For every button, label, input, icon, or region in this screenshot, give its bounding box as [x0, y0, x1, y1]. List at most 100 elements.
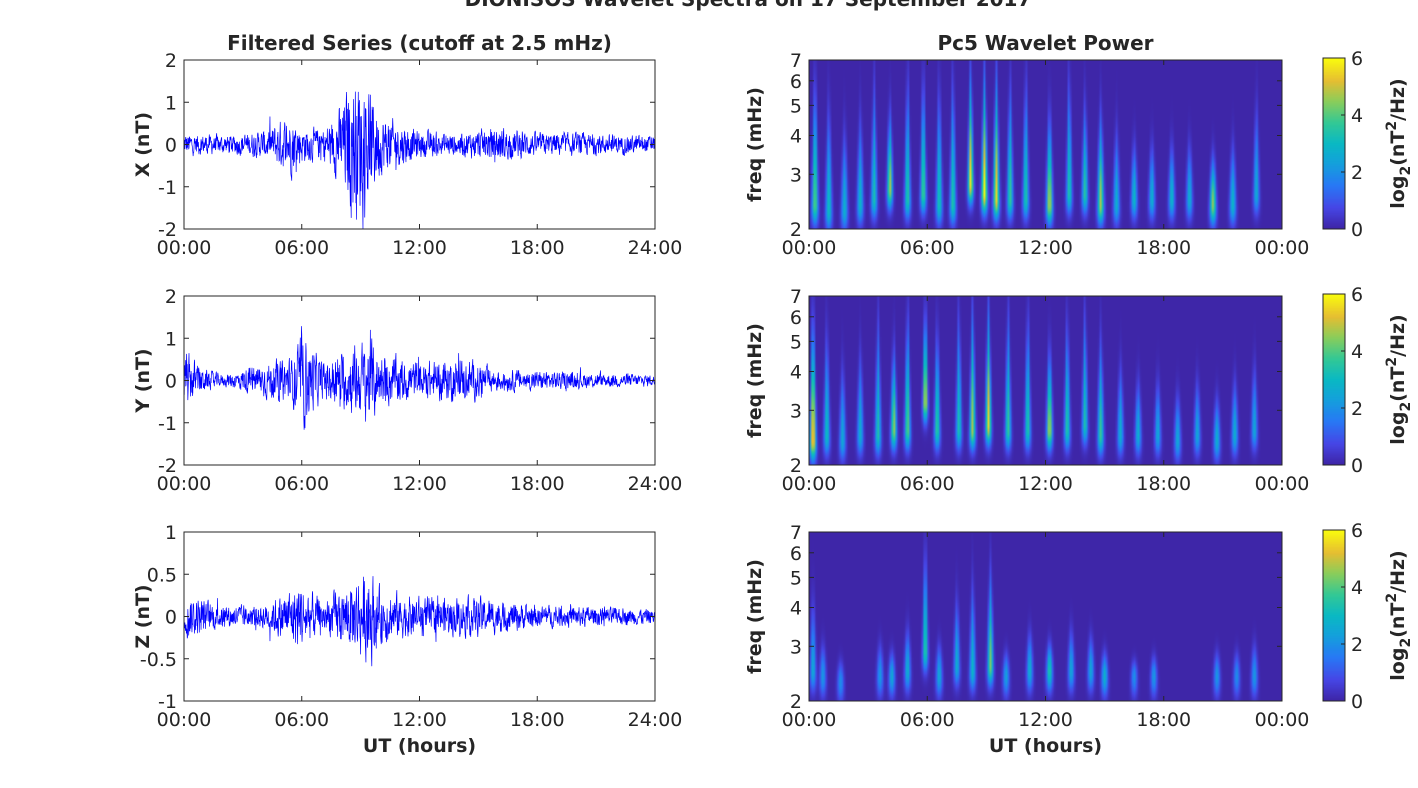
y-tick-label: 2 — [790, 219, 802, 241]
series-trace — [183, 326, 656, 430]
figure-title: DIONISOS Wavelet Spectra on 17 September… — [465, 0, 1032, 11]
y-axis-label: freq (mHz) — [744, 323, 766, 438]
y-tick-label: 1 — [165, 92, 177, 114]
y-tick-label: 4 — [790, 361, 802, 383]
colorbar-frame — [1322, 57, 1346, 230]
colorbar-label: log2(nT2/Hz) — [1384, 314, 1414, 444]
colorbar-label: log2(nT2/Hz) — [1384, 78, 1414, 208]
colorbar — [1323, 58, 1345, 229]
x-tick-label: 06:00 — [900, 237, 955, 259]
x-tick-label: 12:00 — [392, 473, 447, 495]
panels: 00:00 06:00 12:00 18:00 24:00 -2 -1 0 1 2 X (nT) Fi… — [132, 31, 1414, 757]
colorbar — [1323, 530, 1345, 701]
x-tick-label: 00:00 — [157, 473, 212, 495]
x-tick-label: 18:00 — [510, 709, 565, 731]
panel-5: 0 2 4 6 log2(nT2/Hz) 00:00 06:00 12:00 18:00 00:0… — [744, 284, 1414, 495]
x-tick-label: 18:00 — [1136, 237, 1191, 259]
y-tick-label: -2 — [158, 219, 177, 241]
x-axis-label: UT (hours) — [363, 735, 476, 757]
wavelet-power-image — [809, 532, 1282, 701]
y-axis-label: Z (nT) — [132, 584, 154, 648]
y-tick-label: -1 — [158, 413, 177, 435]
y-tick-label: 1 — [165, 328, 177, 350]
y-tick-label: 2 — [165, 286, 177, 308]
y-tick-label: -2 — [158, 455, 177, 477]
y-tick-label: 0 — [165, 371, 177, 393]
x-tick-label: 00:00 — [157, 237, 212, 259]
y-tick-label: 2 — [165, 50, 177, 72]
x-tick-label: 00:00 — [157, 709, 212, 731]
panel-4: 0 2 4 6 log2(nT2/Hz) 00:00 06:00 12:00 18:00 00:0… — [744, 31, 1414, 259]
x-tick-label: 24:00 — [628, 237, 683, 259]
x-tick-label: 00:00 — [782, 473, 837, 495]
x-tick-label: 12:00 — [392, 709, 447, 731]
x-tick-label: 06:00 — [274, 709, 329, 731]
y-axis-label: X (nT) — [132, 112, 154, 177]
series-trace — [183, 91, 656, 230]
colorbar-frame — [1322, 293, 1346, 466]
colorbar-tick-label: 0 — [1351, 219, 1363, 241]
y-tick-label: 7 — [790, 50, 802, 72]
colorbar-tick-label: 6 — [1351, 520, 1363, 542]
y-tick-label: 3 — [790, 164, 802, 186]
y-tick-label: 7 — [790, 286, 802, 308]
x-tick-label: 00:00 — [1255, 237, 1310, 259]
y-tick-label: 5 — [790, 95, 802, 117]
panel-3: 00:00 06:00 12:00 18:00 24:00 -1 -0.5 0 0.5 1 Z (n… — [132, 522, 682, 757]
wavelet-power-image — [809, 296, 1282, 465]
x-tick-label: 00:00 — [782, 709, 837, 731]
colorbar-tick-label: 2 — [1351, 162, 1363, 184]
y-tick-label: 4 — [790, 125, 802, 147]
x-tick-label: 24:00 — [628, 709, 683, 731]
x-tick-label: 00:00 — [1255, 709, 1310, 731]
colorbar-tick-label: 4 — [1351, 105, 1363, 127]
panel-6: 0 2 4 6 log2(nT2/Hz) 00:00 06:00 12:00 18:00 00:0… — [744, 520, 1414, 757]
y-axis-label: Y (nT) — [132, 348, 154, 413]
y-tick-label: -0.5 — [140, 649, 177, 671]
x-tick-label: 12:00 — [392, 237, 447, 259]
y-tick-label: 6 — [790, 543, 802, 565]
colorbar-tick-label: 4 — [1351, 577, 1363, 599]
x-tick-label: 00:00 — [1255, 473, 1310, 495]
panel-title: Pc5 Wavelet Power — [937, 31, 1153, 55]
y-tick-label: 0 — [165, 607, 177, 629]
y-tick-label: -1 — [158, 691, 177, 713]
x-tick-label: 18:00 — [1136, 473, 1191, 495]
x-tick-label: 06:00 — [274, 237, 329, 259]
colorbar-frame — [1322, 529, 1346, 702]
y-tick-label: 7 — [790, 522, 802, 544]
y-tick-label: -1 — [158, 177, 177, 199]
y-axis-label: freq (mHz) — [744, 87, 766, 202]
x-axis-label: UT (hours) — [989, 735, 1102, 757]
x-tick-label: 06:00 — [900, 473, 955, 495]
y-tick-label: 3 — [790, 636, 802, 658]
x-tick-label: 00:00 — [782, 237, 837, 259]
panel-1: 00:00 06:00 12:00 18:00 24:00 -2 -1 0 1 2 X (nT) Fi… — [132, 31, 682, 259]
y-tick-label: 0.5 — [147, 564, 177, 586]
panel-title: Filtered Series (cutoff at 2.5 mHz) — [227, 31, 612, 55]
colorbar-label: log2(nT2/Hz) — [1384, 550, 1414, 680]
x-tick-label: 12:00 — [1018, 709, 1073, 731]
x-tick-label: 12:00 — [1018, 473, 1073, 495]
y-tick-label: 5 — [790, 567, 802, 589]
x-tick-label: 18:00 — [1136, 709, 1191, 731]
colorbar-tick-label: 0 — [1351, 455, 1363, 477]
colorbar-tick-label: 2 — [1351, 398, 1363, 420]
colorbar-tick-label: 0 — [1351, 691, 1363, 713]
y-tick-label: 6 — [790, 71, 802, 93]
y-tick-label: 2 — [790, 455, 802, 477]
x-tick-label: 12:00 — [1018, 237, 1073, 259]
x-tick-label: 18:00 — [510, 473, 565, 495]
x-tick-label: 06:00 — [900, 709, 955, 731]
y-tick-label: 3 — [790, 400, 802, 422]
colorbar-tick-label: 6 — [1351, 48, 1363, 70]
x-tick-label: 06:00 — [274, 473, 329, 495]
y-tick-label: 2 — [790, 691, 802, 713]
colorbar-tick-label: 2 — [1351, 634, 1363, 656]
colorbar-tick-label: 6 — [1351, 284, 1363, 306]
x-tick-label: 24:00 — [628, 473, 683, 495]
panel-2: 00:00 06:00 12:00 18:00 24:00 -2 -1 0 1 2 Y (nT) — [132, 286, 682, 495]
y-tick-label: 4 — [790, 597, 802, 619]
y-tick-label: 0 — [165, 135, 177, 157]
